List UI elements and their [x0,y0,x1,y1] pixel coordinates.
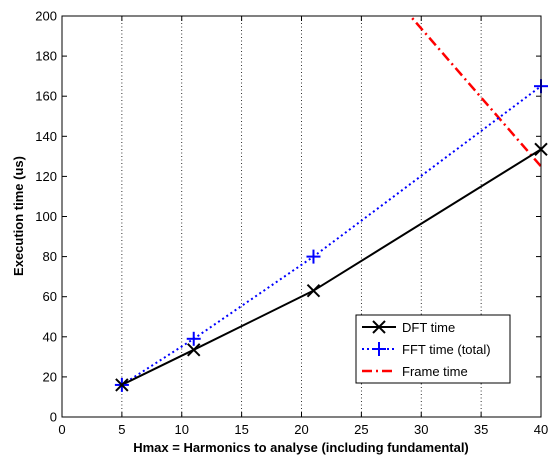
legend-marker [372,342,386,356]
x-tick-label: 20 [294,422,308,437]
legend-label: Frame time [402,364,468,379]
legend-label: DFT time [402,320,455,335]
y-tick-label: 140 [35,129,57,144]
y-tick-label: 20 [43,369,57,384]
data-point [115,378,129,392]
x-axis-label: Hmax = Harmonics to analyse (including f… [133,440,469,455]
y-tick-label: 80 [43,249,57,264]
legend: DFT time FFT time (total) Frame time [355,314,511,384]
x-axis-ticks: 0 5 10 15 20 25 30 35 40 [58,16,548,437]
y-tick-label: 40 [43,329,57,344]
data-point [187,343,201,357]
y-axis-ticks: 0 20 40 60 80 100 120 140 160 180 200 [35,9,541,425]
x-tick-label: 5 [118,422,125,437]
y-tick-label: 120 [35,169,57,184]
y-tick-label: 60 [43,289,57,304]
y-tick-label: 200 [35,9,57,24]
y-tick-label: 100 [35,209,57,224]
x-tick-label: 10 [175,422,189,437]
x-tick-label: 30 [414,422,428,437]
x-tick-label: 35 [474,422,488,437]
y-axis-label: Execution time (us) [11,156,26,276]
legend-label: FFT time (total) [402,342,491,357]
data-point [186,331,201,346]
y-tick-label: 180 [35,49,57,64]
series-layer [121,16,541,386]
legend-marker [372,320,386,334]
series-line [121,148,541,386]
x-tick-label: 40 [534,422,548,437]
x-tick-label: 0 [58,422,65,437]
x-tick-label: 15 [234,422,248,437]
grid [121,16,482,417]
x-tick-label: 25 [354,422,368,437]
y-tick-label: 160 [35,89,57,104]
series-line [408,16,541,168]
y-tick-label: 0 [50,410,57,425]
data-point [306,283,321,298]
data-point [306,249,321,264]
